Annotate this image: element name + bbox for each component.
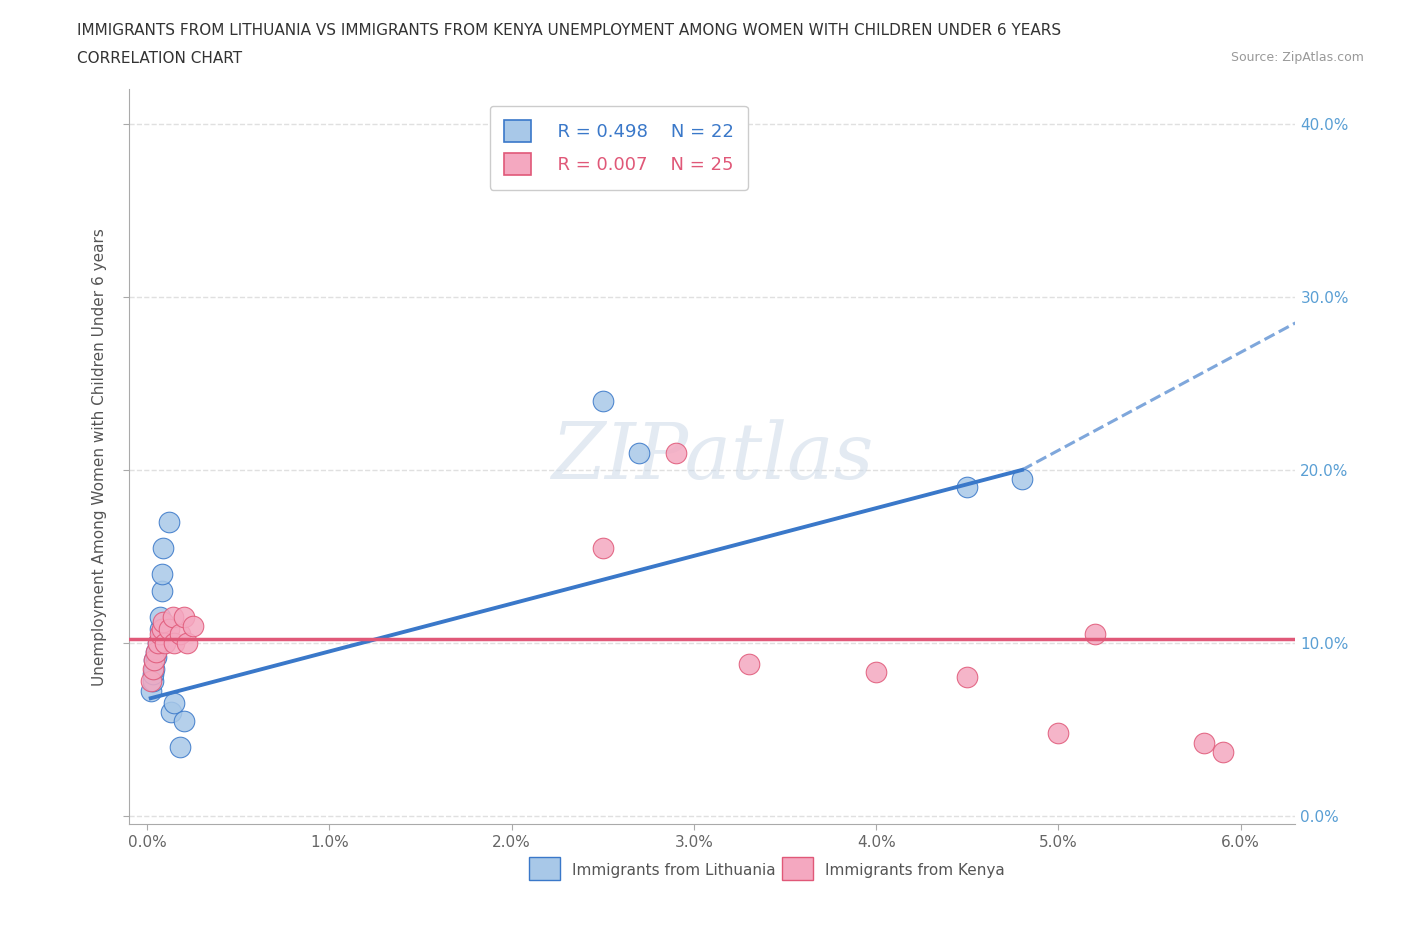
Point	[150, 566, 173, 581]
Point	[956, 670, 979, 684]
Point	[665, 445, 688, 460]
Point	[143, 653, 166, 668]
Point	[181, 618, 204, 633]
Point	[1194, 736, 1216, 751]
Point	[173, 609, 195, 624]
Point	[150, 583, 173, 598]
Point	[157, 621, 180, 636]
Point	[149, 627, 172, 642]
Point	[1047, 725, 1070, 740]
Point	[155, 635, 177, 650]
Point	[149, 609, 172, 624]
Point	[143, 661, 166, 676]
Point	[143, 653, 166, 668]
Point	[162, 609, 184, 624]
Text: Source: ZipAtlas.com: Source: ZipAtlas.com	[1230, 51, 1364, 64]
Text: IMMIGRANTS FROM LITHUANIA VS IMMIGRANTS FROM KENYA UNEMPLOYMENT AMONG WOMEN WITH: IMMIGRANTS FROM LITHUANIA VS IMMIGRANTS …	[77, 23, 1062, 38]
Point	[1212, 744, 1234, 759]
Point	[152, 615, 174, 630]
Point	[592, 393, 614, 408]
Legend:   R = 0.498    N = 22,   R = 0.007    N = 25: R = 0.498 N = 22, R = 0.007 N = 25	[489, 106, 748, 190]
Point	[145, 644, 167, 659]
Point	[150, 621, 173, 636]
Point	[169, 627, 191, 642]
Point	[865, 665, 887, 680]
Point	[163, 635, 186, 650]
Point	[176, 635, 198, 650]
Text: ZIPatlas: ZIPatlas	[551, 418, 873, 495]
Point	[139, 673, 162, 688]
Point	[1084, 627, 1107, 642]
Text: Immigrants from Lithuania: Immigrants from Lithuania	[572, 863, 775, 879]
Point	[146, 635, 169, 650]
Point	[169, 739, 191, 754]
Point	[145, 644, 167, 659]
Y-axis label: Unemployment Among Women with Children Under 6 years: Unemployment Among Women with Children U…	[93, 228, 107, 686]
Point	[173, 713, 195, 728]
Point	[142, 667, 165, 682]
Point	[163, 696, 186, 711]
Text: Immigrants from Kenya: Immigrants from Kenya	[825, 863, 1004, 879]
Point	[157, 514, 180, 529]
Point	[145, 649, 167, 664]
Point	[159, 705, 181, 720]
Point	[1011, 472, 1033, 486]
Point	[142, 661, 165, 676]
Point	[956, 480, 979, 495]
Point	[146, 635, 169, 650]
Point	[139, 684, 162, 698]
Text: CORRELATION CHART: CORRELATION CHART	[77, 51, 242, 66]
Point	[737, 657, 759, 671]
Point	[592, 540, 614, 555]
Point	[628, 445, 651, 460]
Point	[152, 540, 174, 555]
Point	[149, 621, 172, 636]
Point	[142, 673, 165, 688]
